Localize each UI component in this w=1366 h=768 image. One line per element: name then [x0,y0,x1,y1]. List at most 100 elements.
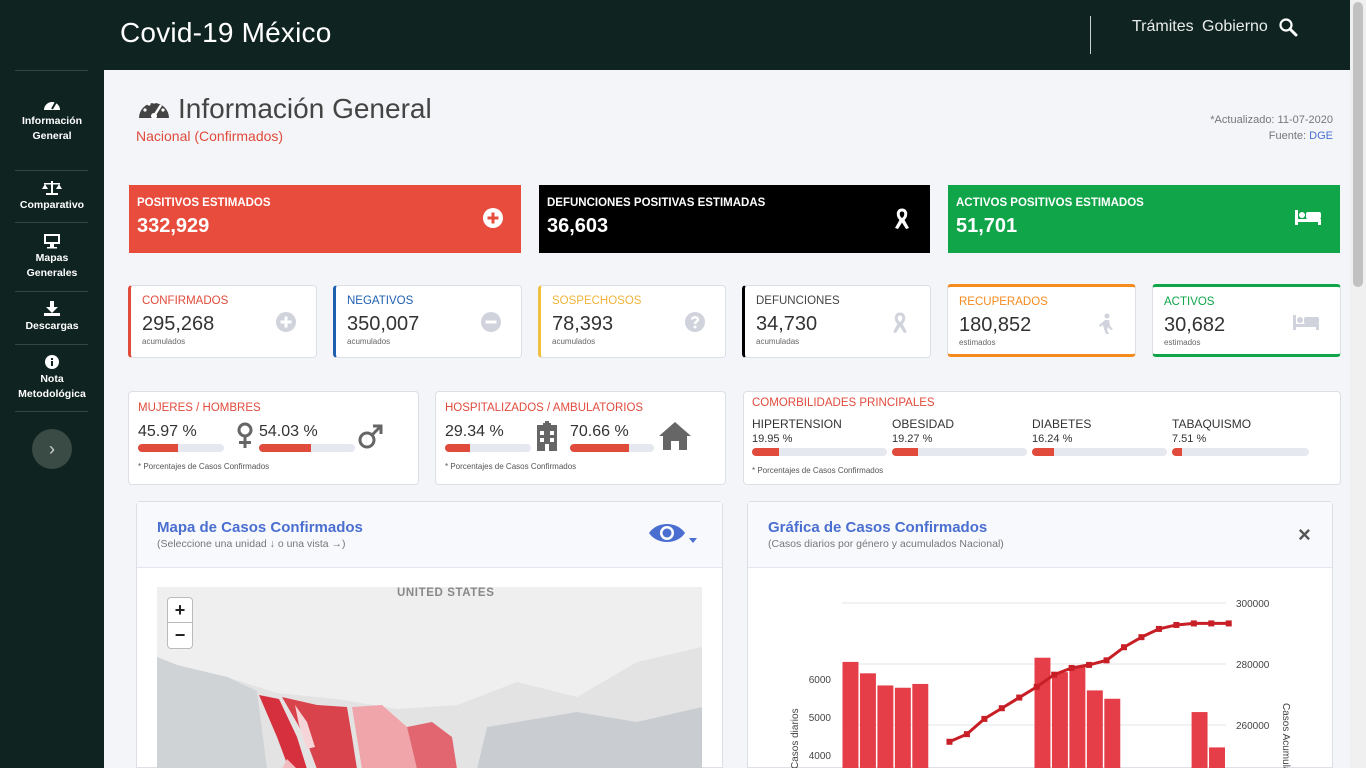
updated-date: *Actualizado: 11-07-2020 [1210,114,1333,126]
chart-bar [1209,747,1225,768]
search-icon[interactable] [1278,17,1298,37]
chart-bar [1051,672,1068,768]
sidebar-divider [15,291,88,292]
update-info: *Actualizado: 11-07-2020 Fuente: DGE [1210,112,1333,144]
map-zoom-out-button[interactable]: − [167,623,193,649]
ribbon-icon [893,312,907,333]
minus-circle-icon [481,312,501,332]
ambulatory-percentage: 70.66 % [570,423,629,440]
left-axis-tick: 4000 [809,751,832,762]
chart-panel-subtitle: (Casos diarios por género y acumulados N… [768,538,1004,550]
source-link[interactable]: DGE [1309,130,1333,142]
cumulative-point [1033,683,1040,690]
sidebar-divider [15,70,88,71]
page-scrollbar[interactable] [1350,0,1366,768]
right-axis-tick: 300000 [1236,599,1270,610]
chart-bar [894,687,911,768]
chart-bar [1069,666,1086,768]
female-icon [237,422,253,448]
sidebar-item-nota-metodologica[interactable]: Nota Metodológica [15,354,89,402]
women-progress-bar [138,444,224,452]
map-country-label: UNITED STATES [397,587,495,599]
card-label: POSITIVOS ESTIMADOS [137,197,271,209]
cumulative-point [946,738,953,745]
app-title[interactable]: Covid-19 México [120,17,332,48]
right-axis-tick: 280000 [1236,660,1270,671]
top-navbar: Covid-19 México Trámites Gobierno [0,0,1350,70]
cumulative-point [998,705,1005,712]
sidebar-item-informacion-general[interactable]: Información General [15,96,89,144]
map-geography [157,587,702,768]
download-icon [44,301,60,316]
sidebar-item-comparativo[interactable]: Comparativo [15,180,89,213]
cumulative-point [1051,671,1058,678]
card-recuperados: RECUPERADOS 180,852 estimados [947,284,1136,357]
nav-link-tramites[interactable]: Trámites [1132,18,1194,35]
sidebar-item-label: Descargas [25,320,79,332]
men-progress-bar [259,444,355,452]
scrollbar-thumb[interactable] [1353,2,1363,287]
right-axis-tick: 260000 [1236,721,1270,732]
women-percentage: 45.97 % [138,423,197,440]
comorbidity-progress-bar [752,448,887,456]
card-note: acumulados [347,337,391,346]
nav-link-gobierno[interactable]: Gobierno [1202,18,1268,35]
left-axis-tick: 6000 [809,675,832,686]
cumulative-point [1173,621,1180,628]
question-circle-icon [685,312,705,332]
sidebar-item-mapas-generales[interactable]: Mapas Generales [15,233,89,281]
comorbidity-progress-fill [892,448,918,456]
comorbidity-name: DIABETES [1032,417,1092,431]
chart-bar [1191,712,1208,768]
view-selector-eye-icon[interactable] [647,520,697,548]
chart-bar [1034,657,1051,768]
card-value: 350,007 [347,313,420,335]
card-note: acumuladas [756,337,800,346]
ribbon-icon [895,208,909,229]
card-negativos: NEGATIVOS 350,007 acumulados [333,285,522,358]
sidebar-item-descargas[interactable]: Descargas [15,301,89,334]
card-note: estimados [1164,338,1201,347]
chart-bar [842,661,859,768]
hospitalized-percentage: 29.34 % [445,423,504,440]
bed-icon [1295,210,1321,225]
comorbidity-progress-bar [1032,448,1167,456]
panel-title: COMORBILIDADES PRINCIPALES [752,397,935,409]
card-value: 51,701 [956,215,1018,237]
map-panel-subtitle: (Seleccione una unidad ↓ o una vista →) [157,538,346,550]
source-label: Fuente: [1268,130,1307,142]
map-panel: Mapa de Casos Confirmados (Seleccione un… [136,501,723,768]
plus-circle-icon [483,208,503,228]
page-subtitle: Nacional (Confirmados) [136,128,284,144]
cumulative-point [1086,661,1093,668]
card-label: ACTIVOS [1164,296,1215,308]
map-canvas[interactable]: UNITED STATES + − [157,587,702,768]
panel-title: MUJERES / HOMBRES [138,402,261,414]
card-value: 36,603 [547,215,609,237]
card-defunciones: DEFUNCIONES 34,730 acumuladas [742,285,931,358]
right-axis-label: Casos Acumulados [1280,703,1291,768]
card-label: ACTIVOS POSITIVOS ESTIMADOS [956,197,1144,209]
card-value: 30,682 [1164,314,1226,336]
page-title: Información General [178,93,432,124]
chart-bar [1104,698,1121,768]
card-value: 332,929 [137,215,210,237]
map-panel-title: Mapa de Casos Confirmados [157,519,363,536]
chart-close-button[interactable]: × [1298,522,1311,547]
cumulative-point [1225,620,1232,627]
ambulatory-progress-fill [570,444,630,452]
comorbidity-name: OBESIDAD [892,417,955,431]
card-value: 34,730 [756,313,818,335]
sidebar-divider [15,170,88,171]
map-zoom-in-button[interactable]: + [167,597,193,623]
cumulative-point [1190,620,1197,627]
card-confirmados: CONFIRMADOS 295,268 acumulados [128,285,317,358]
card-activos: ACTIVOS 30,682 estimados [1152,284,1341,357]
sidebar-toggle-button[interactable]: › [32,429,72,469]
card-label: NEGATIVOS [347,295,414,307]
panel-note: * Porcentajes de Casos Confirmados [445,462,577,471]
sidebar: Información General Comparativo Mapas Ge… [0,0,104,768]
hospital-icon [537,421,557,451]
sidebar-item-label: Comparativo [19,199,85,211]
men-progress-fill [259,444,311,452]
